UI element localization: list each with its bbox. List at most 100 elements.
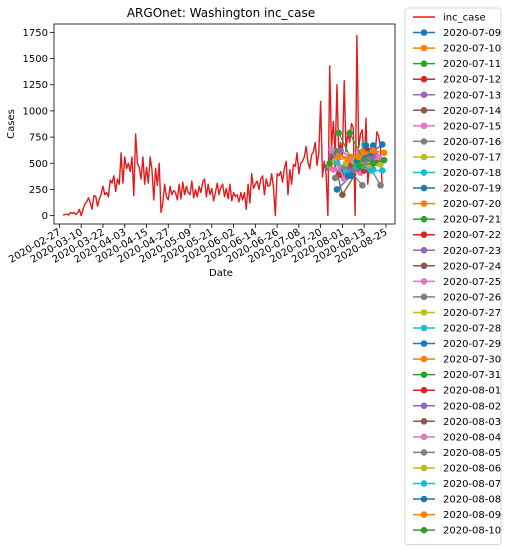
legend-label: 2020-08-09 bbox=[443, 510, 501, 521]
legend-swatch-marker bbox=[421, 231, 428, 238]
legend-swatch-marker bbox=[421, 402, 428, 409]
legend-label: 2020-07-30 bbox=[443, 355, 501, 366]
y-tick-label: 1750 bbox=[23, 28, 48, 39]
legend-swatch-marker bbox=[421, 371, 428, 378]
plot-area bbox=[63, 36, 387, 216]
data-point-2020-08-09 bbox=[355, 154, 362, 161]
data-point-2020-07-23 bbox=[337, 147, 344, 154]
legend-label: 2020-07-22 bbox=[443, 230, 501, 241]
legend-label: 2020-08-04 bbox=[443, 432, 501, 443]
legend-swatch-marker bbox=[421, 496, 428, 503]
legend-label: 2020-08-03 bbox=[443, 417, 501, 428]
legend-label: 2020-07-13 bbox=[443, 90, 501, 101]
legend-swatch-marker bbox=[421, 216, 428, 223]
legend-label: 2020-07-15 bbox=[443, 121, 501, 132]
data-point-2020-07-19 bbox=[334, 186, 341, 193]
data-point-2020-08-05 bbox=[377, 182, 384, 189]
data-point-2020-07-25 bbox=[328, 146, 335, 153]
data-point-2020-07-14 bbox=[339, 191, 346, 198]
legend-swatch-marker bbox=[421, 29, 428, 36]
x-axis-label: Date bbox=[209, 268, 233, 279]
data-point-2020-08-09 bbox=[370, 147, 377, 154]
legend-label: 2020-07-25 bbox=[443, 277, 501, 288]
legend-label: 2020-07-12 bbox=[443, 75, 501, 86]
legend-swatch-marker bbox=[421, 356, 428, 363]
legend-swatch-marker bbox=[421, 449, 428, 456]
legend-swatch-marker bbox=[421, 200, 428, 207]
legend-label: 2020-08-08 bbox=[443, 495, 501, 506]
legend-swatch-marker bbox=[421, 138, 428, 145]
legend-label: 2020-08-06 bbox=[443, 463, 501, 474]
legend-label: 2020-07-18 bbox=[443, 168, 501, 179]
legend-label: 2020-08-10 bbox=[443, 526, 501, 537]
data-point-2020-08-07 bbox=[379, 167, 386, 174]
y-tick-label: 1500 bbox=[23, 54, 48, 65]
legend-label: 2020-08-07 bbox=[443, 479, 501, 490]
data-point-2020-07-29 bbox=[345, 173, 352, 180]
legend-swatch-marker bbox=[421, 387, 428, 394]
legend-swatch-marker bbox=[421, 418, 428, 425]
legend-label: 2020-07-27 bbox=[443, 308, 501, 319]
y-tick-label: 500 bbox=[29, 159, 48, 170]
legend-label: 2020-07-17 bbox=[443, 152, 501, 163]
legend-label: 2020-08-02 bbox=[443, 401, 501, 412]
data-point-2020-08-10 bbox=[370, 160, 377, 167]
legend-label: 2020-07-31 bbox=[443, 370, 501, 381]
legend-swatch-marker bbox=[421, 480, 428, 487]
legend-label: 2020-08-01 bbox=[443, 386, 501, 397]
data-point-2020-08-09 bbox=[381, 149, 388, 156]
legend-swatch-marker bbox=[421, 76, 428, 83]
legend-swatch-marker bbox=[421, 185, 428, 192]
legend: inc_case 2020-07-09 2020-07-10 2020-07-11 20… bbox=[405, 8, 501, 545]
legend-swatch-marker bbox=[421, 91, 428, 98]
legend-swatch-marker bbox=[421, 169, 428, 176]
legend-swatch-marker bbox=[421, 247, 428, 254]
legend-swatch-marker bbox=[421, 325, 428, 332]
y-tick-label: 0 bbox=[42, 211, 48, 222]
data-point-2020-07-31 bbox=[346, 130, 353, 137]
legend-swatch-marker bbox=[421, 434, 428, 441]
legend-label: 2020-07-29 bbox=[443, 339, 501, 350]
legend-swatch-marker bbox=[421, 263, 428, 270]
legend-swatch-marker bbox=[421, 465, 428, 472]
legend-label: 2020-07-24 bbox=[443, 261, 501, 272]
legend-swatch-marker bbox=[421, 294, 428, 301]
legend-swatch-marker bbox=[421, 278, 428, 285]
legend-swatch-marker bbox=[421, 60, 428, 67]
legend-label: 2020-08-05 bbox=[443, 448, 501, 459]
y-tick-label: 750 bbox=[29, 133, 48, 144]
y-tick-label: 250 bbox=[29, 185, 48, 196]
data-point-2020-08-10 bbox=[381, 157, 388, 164]
legend-label: 2020-07-10 bbox=[443, 44, 501, 55]
legend-swatch-marker bbox=[421, 527, 428, 534]
legend-label: 2020-07-28 bbox=[443, 324, 501, 335]
y-tick-label: 1000 bbox=[23, 106, 48, 117]
data-point-2020-08-08 bbox=[379, 141, 386, 148]
legend-swatch-marker bbox=[421, 309, 428, 316]
legend-swatch-marker bbox=[421, 511, 428, 518]
data-point-2020-08-10 bbox=[355, 162, 362, 169]
y-tick-label: 1250 bbox=[23, 80, 48, 91]
legend-swatch-marker bbox=[421, 123, 428, 130]
chart-title: ARGOnet: Washington inc_case bbox=[127, 6, 315, 20]
data-point-2020-07-16 bbox=[359, 182, 366, 189]
legend-label: 2020-07-16 bbox=[443, 137, 501, 148]
legend-label: 2020-07-21 bbox=[443, 215, 501, 226]
data-point-2020-07-21 bbox=[335, 130, 342, 137]
legend-swatch-marker bbox=[421, 340, 428, 347]
legend-swatch-marker bbox=[421, 45, 428, 52]
legend-label: 2020-07-20 bbox=[443, 199, 501, 210]
legend-label: 2020-07-26 bbox=[443, 292, 501, 303]
legend-label: 2020-07-19 bbox=[443, 184, 501, 195]
data-point-2020-08-07 bbox=[368, 167, 375, 174]
legend-swatch-marker bbox=[421, 154, 428, 161]
legend-label: 2020-07-23 bbox=[443, 246, 501, 257]
y-axis-label: Cases bbox=[6, 109, 17, 139]
legend-label: 2020-07-09 bbox=[443, 28, 501, 39]
legend-swatch-marker bbox=[421, 107, 428, 114]
legend-label: 2020-07-14 bbox=[443, 106, 501, 117]
data-point-2020-07-15 bbox=[330, 166, 337, 173]
legend-label: 2020-07-11 bbox=[443, 59, 501, 70]
legend-label: inc_case bbox=[443, 13, 486, 24]
